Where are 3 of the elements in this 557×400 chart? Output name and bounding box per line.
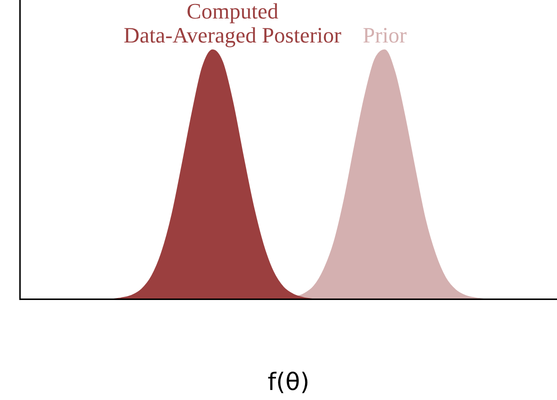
series-label: Prior [362,22,408,48]
x-axis-title: f(θ) [268,368,310,396]
series-label: Computed Data-Averaged Posterior [124,0,342,48]
